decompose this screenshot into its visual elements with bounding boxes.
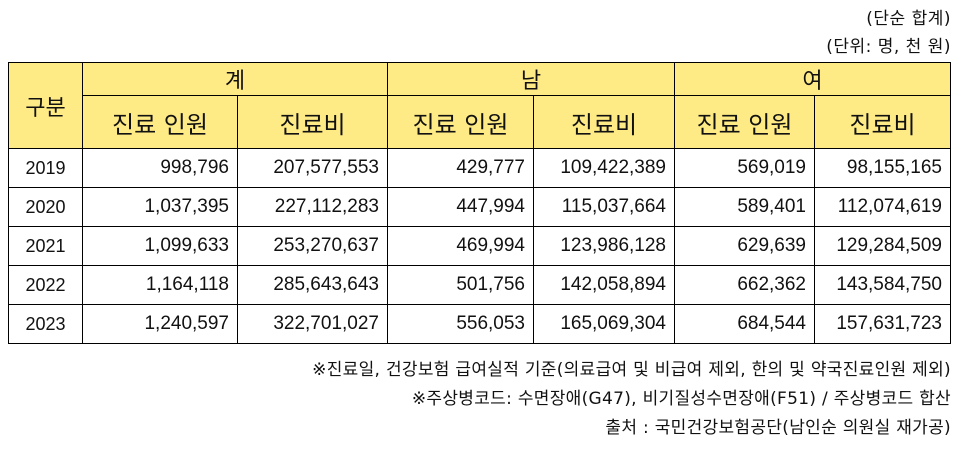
table-row: 2021 1,099,633 253,270,637 469,994 123,9… [8,226,951,266]
table-cell: 207,577,553 [237,148,388,188]
header-row-groups: 구분 계 남 여 [8,62,951,149]
table-cell: 1,164,118 [82,265,238,305]
table-cell: 143,584,750 [814,265,951,305]
header-row-subheaders: 진료 인원 진료비 진료 인원 진료비 진료 인원 진료비 [9,95,951,149]
footnotes: ※진료일, 건강보험 급여실적 기준(의료급여 및 비급여 제외, 한의 및 약… [312,356,951,443]
table-cell: 285,643,643 [237,265,388,305]
table-cell: 142,058,894 [533,265,675,305]
year-cell: 2022 [8,265,83,305]
table-cell: 165,069,304 [533,304,675,344]
table-row: 2022 1,164,118 285,643,643 501,756 142,0… [8,265,951,305]
table-cell: 556,053 [387,304,534,344]
year-cell: 2019 [8,148,83,188]
table-cell: 322,701,027 [237,304,388,344]
year-cell: 2020 [8,187,83,227]
unit-note: (단위: 명, 천 원) [826,37,951,57]
table-cell: 569,019 [674,148,815,188]
group-header-female: 여 [674,62,951,96]
table-cell: 662,362 [674,265,815,305]
table-cell: 684,544 [674,304,815,344]
table-cell: 253,270,637 [237,226,388,266]
table-cell: 1,037,395 [82,187,238,227]
table-cell: 98,155,165 [814,148,951,188]
footnote-codes: ※주상병코드: 수면장애(G47), 비기질성수면장애(F51) / 주상병코드… [411,389,951,409]
group-header-total: 계 [82,62,388,96]
table-cell: 501,756 [387,265,534,305]
table-cell: 1,099,633 [82,226,238,266]
table-row: 2019 998,796 207,577,553 429,777 109,422… [8,148,951,188]
table-cell: 429,777 [387,148,534,188]
subheader-cost: 진료비 [237,95,388,149]
table-cell: 157,631,723 [814,304,951,344]
table-row: 2023 1,240,597 322,701,027 556,053 165,0… [8,304,951,344]
row-header-label: 구분 [8,62,83,149]
table-cell: 109,422,389 [533,148,675,188]
subheader-patients: 진료 인원 [387,95,534,149]
table-cell: 112,074,619 [814,187,951,227]
aggregation-note: (단순 합계) [866,9,951,29]
subheader-cost: 진료비 [814,95,951,149]
table-cell: 123,986,128 [533,226,675,266]
subheader-patients: 진료 인원 [82,95,238,149]
sleep-disorder-table: 구분 계 남 여 진료 인원 진료비 진료 인원 진료비 진료 인원 진료비 2… [8,62,951,344]
table-cell: 1,240,597 [82,304,238,344]
table-cell: 998,796 [82,148,238,188]
subheader-patients: 진료 인원 [674,95,815,149]
footnote-criteria: ※진료일, 건강보험 급여실적 기준(의료급여 및 비급여 제외, 한의 및 약… [312,360,951,380]
table-cell: 629,639 [674,226,815,266]
table-cell: 469,994 [387,226,534,266]
table-cell: 227,112,283 [237,187,388,227]
year-cell: 2021 [8,226,83,266]
table-cell: 447,994 [387,187,534,227]
table-row: 2020 1,037,395 227,112,283 447,994 115,0… [8,187,951,227]
table-cell: 589,401 [674,187,815,227]
group-header-male: 남 [387,62,675,96]
table-cell: 129,284,509 [814,226,951,266]
year-cell: 2023 [8,304,83,344]
table-cell: 115,037,664 [533,187,675,227]
source-note: 출처 : 국민건강보험공단(남인순 의원실 재가공) [605,418,951,438]
subheader-cost: 진료비 [533,95,675,149]
